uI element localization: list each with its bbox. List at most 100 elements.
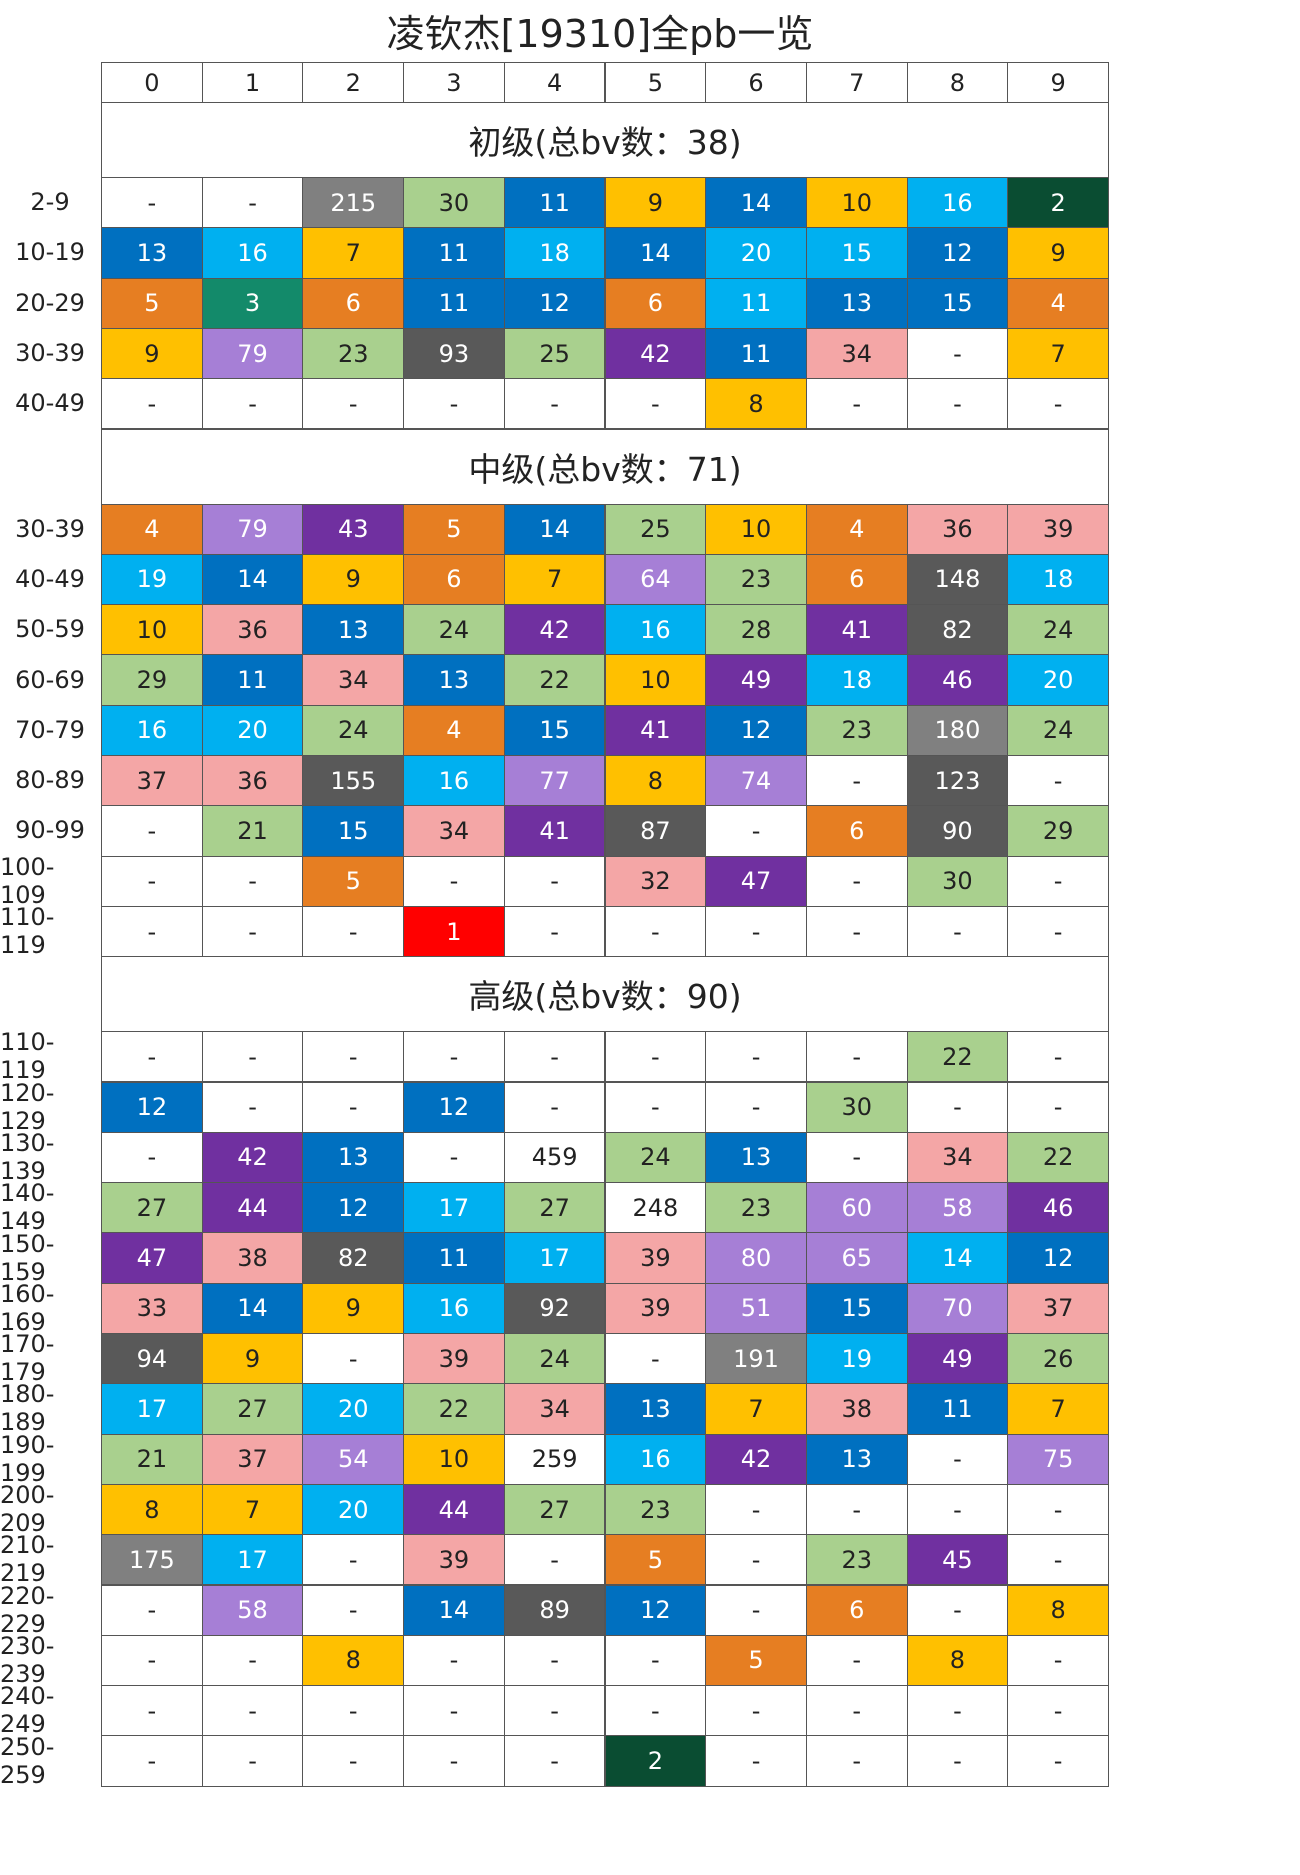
row-label: 220-229 [0,1581,55,1638]
table-cell: 22 [906,1031,1009,1083]
table-cell: 9 [302,553,405,606]
table-cell: - [906,905,1009,958]
table-cell: 5 [101,277,203,329]
table-cell: 17 [403,1182,505,1234]
table-cell: 2 [604,1735,707,1787]
table-cell: - [1007,1735,1109,1787]
table-cell: 11 [403,1232,505,1284]
table-cell: - [503,1634,606,1687]
table-cell: 41 [805,604,908,656]
table-cell: - [503,1685,606,1737]
table-cell: 11 [403,277,505,329]
table-cell: - [403,855,505,907]
column-header: 9 [1007,62,1109,103]
table-cell: - [705,805,807,857]
table-cell: 38 [201,1232,304,1284]
table-cell: - [805,378,908,430]
table-cell: - [906,1685,1009,1737]
table-cell: 7 [201,1483,304,1536]
table-cell: - [101,905,203,958]
table-cell: 42 [201,1131,304,1184]
table-cell: - [101,177,203,229]
table-cell: - [705,905,807,958]
table-cell: 20 [1007,654,1109,706]
table-cell: 36 [906,503,1009,555]
table-cell: 11 [705,277,807,329]
table-cell: 12 [1007,1232,1109,1284]
table-cell: 94 [101,1333,203,1385]
table-cell: 42 [503,604,606,656]
table-cell: 25 [503,327,606,380]
row-label: 250-259 [0,1732,55,1789]
table-cell: 64 [604,553,707,606]
table-cell: - [1007,1483,1109,1536]
table-cell: 34 [302,654,405,706]
table-cell: 23 [805,704,908,756]
column-header: 7 [805,62,908,103]
table-cell: 15 [503,704,606,756]
section-title: 高级(总bv数：90) [101,956,1109,1033]
table-cell: - [403,378,505,430]
table-cell: 39 [403,1534,505,1586]
table-cell: 8 [1007,1584,1109,1636]
table-cell: 42 [705,1433,807,1485]
section-title: 初级(总bv数：38) [101,102,1109,178]
table-cell: 58 [201,1584,304,1636]
table-cell: - [604,1685,707,1737]
table-cell: 21 [101,1433,203,1485]
table-cell: 8 [705,378,807,430]
table-cell: 46 [906,654,1009,706]
table-cell: 17 [503,1232,606,1284]
row-label: 160-169 [0,1279,55,1336]
table-cell: 4 [101,503,203,555]
table-cell: 5 [302,855,405,907]
table-cell: 44 [403,1483,505,1536]
row-label: 200-209 [0,1481,55,1538]
table-cell: 27 [201,1383,304,1435]
table-cell: - [705,1483,807,1536]
table-cell: - [201,1081,304,1133]
table-cell: 8 [302,1634,405,1687]
table-cell: 21 [201,805,304,857]
column-header: 4 [503,62,606,103]
table-cell: - [906,1081,1009,1133]
table-cell: 155 [302,755,405,807]
table-cell: 7 [1007,1383,1109,1435]
table-cell: - [805,1634,908,1687]
column-header: 5 [604,62,707,103]
table-cell: 6 [604,277,707,329]
row-label: 40-49 [15,564,85,593]
table-cell: - [101,855,203,907]
table-cell: - [805,1735,908,1787]
table-cell: - [403,1685,505,1737]
table-cell: 58 [906,1182,1009,1234]
table-cell: 16 [403,755,505,807]
table-cell: 24 [503,1333,606,1385]
table-cell: - [101,1131,203,1184]
table-cell: - [906,1735,1009,1787]
table-cell: 29 [1007,805,1109,857]
table-cell: 7 [503,553,606,606]
row-label: 60-69 [15,665,85,694]
table-cell: 248 [604,1182,707,1234]
table-cell: 24 [604,1131,707,1184]
table-cell: 20 [302,1383,405,1435]
row-label: 90-99 [15,816,85,845]
column-header: 6 [705,62,807,103]
table-cell: 36 [201,755,304,807]
table-cell: - [201,855,304,907]
table-cell: 34 [805,327,908,380]
table-cell: 14 [705,177,807,229]
table-cell: 65 [805,1232,908,1284]
table-cell: 17 [101,1383,203,1435]
table-cell: 60 [805,1182,908,1234]
table-cell: 13 [604,1383,707,1435]
table-cell: 2 [1007,177,1109,229]
table-cell: 8 [906,1634,1009,1687]
table-cell: 79 [201,327,304,380]
table-cell: 22 [503,654,606,706]
table-cell: 10 [403,1433,505,1485]
table-cell: 33 [101,1282,203,1334]
row-label: 210-219 [0,1531,55,1588]
table-cell: 39 [604,1232,707,1284]
